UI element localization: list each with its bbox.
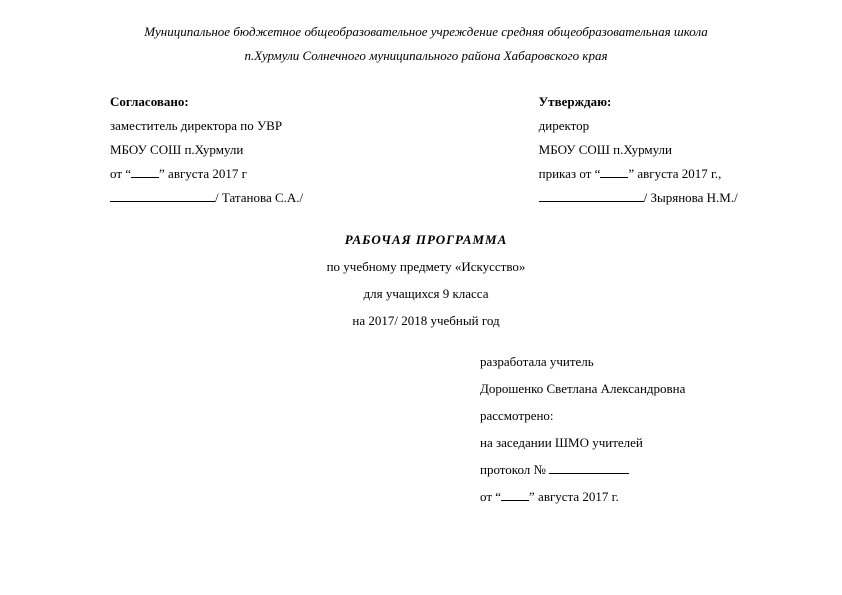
order-right: приказ от “” августа 2017 г., bbox=[539, 162, 742, 186]
approval-block: Согласовано: заместитель директора по УВ… bbox=[110, 90, 742, 210]
date-left: от “” августа 2017 г bbox=[110, 162, 413, 186]
approval-right: Утверждаю: директор МБОУ СОШ п.Хурмули п… bbox=[439, 90, 742, 210]
developer-name: Дорошенко Светлана Александровна bbox=[480, 377, 742, 401]
developer-date: от “” августа 2017 г. bbox=[480, 485, 742, 509]
protocol-line: протокол № bbox=[480, 458, 742, 482]
order-blank bbox=[600, 165, 628, 178]
signature-blank bbox=[110, 189, 215, 202]
school-right: МБОУ СОШ п.Хурмули bbox=[539, 138, 742, 162]
program-title-block: РАБОЧАЯ ПРОГРАММА по учебному предмету «… bbox=[110, 228, 742, 333]
date-blank bbox=[131, 165, 159, 178]
approval-left: Согласовано: заместитель директора по УВ… bbox=[110, 90, 413, 210]
meeting-label: на заседании ШМО учителей bbox=[480, 431, 742, 455]
document-header: Муниципальное бюджетное общеобразователь… bbox=[110, 20, 742, 68]
program-heading: РАБОЧАЯ ПРОГРАММА bbox=[110, 228, 742, 252]
agreed-title: Согласовано: bbox=[110, 90, 413, 114]
dev-date-blank bbox=[501, 488, 529, 501]
header-line-2: п.Хурмули Солнечного муниципального райо… bbox=[110, 44, 742, 68]
reviewed-label: рассмотрено: bbox=[480, 404, 742, 428]
signature-left: / Татанова С.А./ bbox=[110, 186, 413, 210]
signature-right: / Зырянова Н.М./ bbox=[539, 186, 742, 210]
developer-block: разработала учитель Дорошенко Светлана А… bbox=[110, 350, 742, 509]
header-line-1: Муниципальное бюджетное общеобразователь… bbox=[110, 20, 742, 44]
program-year: на 2017/ 2018 учебный год bbox=[110, 309, 742, 333]
school-left: МБОУ СОШ п.Хурмули bbox=[110, 138, 413, 162]
signature-blank-right bbox=[539, 189, 644, 202]
program-subject: по учебному предмету «Искусство» bbox=[110, 255, 742, 279]
approve-title: Утверждаю: bbox=[539, 90, 742, 114]
developer-label: разработала учитель bbox=[480, 350, 742, 374]
director-position: директор bbox=[539, 114, 742, 138]
deputy-position: заместитель директора по УВР bbox=[110, 114, 413, 138]
protocol-blank bbox=[549, 461, 629, 474]
program-class: для учащихся 9 класса bbox=[110, 282, 742, 306]
